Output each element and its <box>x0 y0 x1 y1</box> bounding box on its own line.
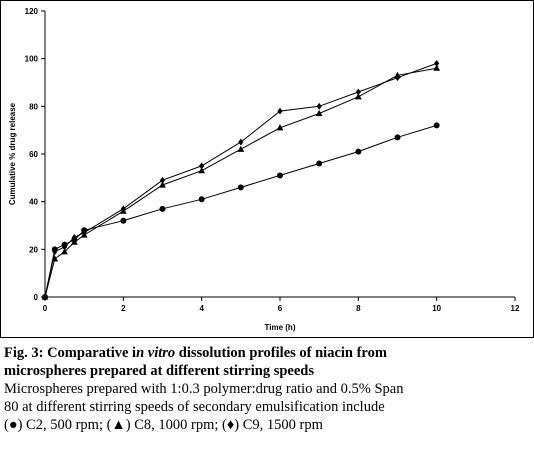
data-point-diamond <box>434 60 440 67</box>
caption-title-prefix: Fig. 3: Comparative i <box>4 345 137 361</box>
caption-body-line-1: Microspheres prepared with 1:0.3 polymer… <box>4 381 404 397</box>
data-point-triangle <box>354 93 362 100</box>
data-point-circle <box>159 205 166 212</box>
x-tick-label: 8 <box>356 304 361 313</box>
caption-title-italic: n vitro <box>136 345 176 361</box>
y-axis-title: Cumulative % drug release <box>8 102 17 205</box>
data-point-circle <box>277 172 283 179</box>
series-layer <box>41 60 441 301</box>
series-triangle <box>41 64 441 300</box>
data-point-diamond <box>277 107 283 115</box>
data-point-diamond <box>316 102 322 110</box>
data-point-triangle <box>433 64 441 71</box>
data-point-triangle <box>159 181 166 188</box>
data-point-triangle <box>198 167 206 174</box>
y-tick-label: 60 <box>29 150 38 159</box>
caption-title-line-1: Fig. 3: Comparative in vitro dissolution… <box>4 344 530 362</box>
y-tick-label: 80 <box>29 102 38 111</box>
data-point-circle <box>316 160 323 167</box>
y-tick-label: 20 <box>29 245 38 254</box>
data-point-diamond <box>71 234 77 241</box>
data-point-circle <box>120 217 127 224</box>
data-point-diamond <box>159 176 166 184</box>
data-point-triangle <box>315 109 323 117</box>
x-tick-label: 2 <box>121 304 126 313</box>
data-point-diamond <box>42 293 48 301</box>
x-axis-title: Time (h) <box>265 323 296 332</box>
series-line-triangle <box>44 67 437 298</box>
y-tick-label: 120 <box>25 7 39 16</box>
data-point-circle <box>198 196 205 203</box>
series-diamond <box>42 60 440 301</box>
data-point-triangle <box>237 145 245 152</box>
data-point-circle <box>237 184 244 191</box>
data-point-triangle <box>70 238 78 245</box>
x-tick-label: 12 <box>511 304 520 313</box>
data-point-diamond <box>81 229 87 237</box>
data-point-triangle <box>276 124 284 131</box>
y-tick-label: 40 <box>29 198 38 207</box>
y-tick-label: 0 <box>34 293 39 302</box>
data-point-circle <box>433 122 440 129</box>
data-point-diamond <box>52 248 58 256</box>
caption-body-line-2: 80 at different stirring speeds of secon… <box>4 399 385 415</box>
caption-title-line-2: microspheres prepared at different stirr… <box>4 363 314 379</box>
caption-legend-line: (●) C2, 500 rpm; (▲) C8, 1000 rpm; (♦) C… <box>4 417 323 433</box>
data-point-circle <box>355 148 362 155</box>
data-point-diamond <box>199 162 205 170</box>
y-tick-label: 100 <box>25 55 39 64</box>
data-point-diamond <box>61 243 68 251</box>
x-tick-label: 6 <box>278 304 283 313</box>
series-line-diamond <box>44 62 437 298</box>
data-point-circle <box>394 134 401 141</box>
data-point-diamond <box>120 205 126 213</box>
x-tick-label: 4 <box>199 304 204 313</box>
data-point-diamond <box>394 74 401 82</box>
figure-caption: Fig. 3: Comparative in vitro dissolution… <box>4 344 530 434</box>
x-tick-label: 0 <box>43 304 48 313</box>
data-point-diamond <box>238 138 244 146</box>
caption-title-suffix: dissolution profiles of niacin from <box>175 345 387 361</box>
x-tick-label: 10 <box>432 304 441 313</box>
data-point-triangle <box>61 248 68 255</box>
chart-frame: 0 2 4 6 8 10 12 0 20 40 60 80 100 120 Time (h) Cumula… <box>0 0 534 338</box>
data-point-diamond <box>355 88 361 96</box>
